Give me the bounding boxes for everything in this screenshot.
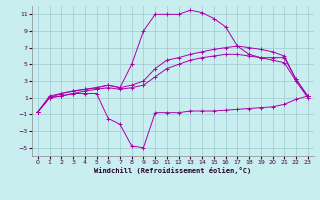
X-axis label: Windchill (Refroidissement éolien,°C): Windchill (Refroidissement éolien,°C) (94, 167, 252, 174)
